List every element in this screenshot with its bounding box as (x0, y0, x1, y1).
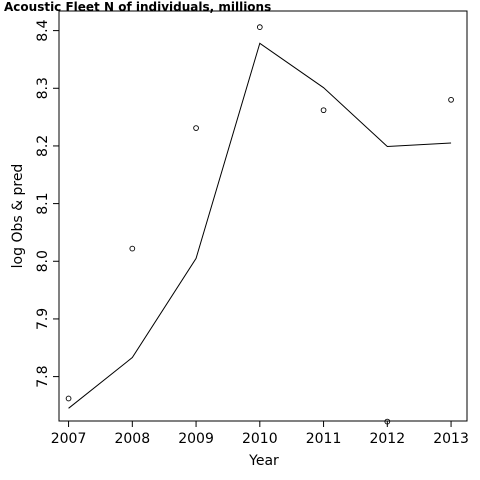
observed-point-2008 (129, 245, 136, 252)
x-tick-label: 2011 (306, 431, 342, 447)
y-tick-label: 8.4 (35, 19, 51, 41)
x-tick-label: 2013 (433, 431, 469, 447)
observed-point-2011 (320, 107, 327, 114)
y-axis: 7.8 7.9 8.0 8.1 8.2 8.3 8.4 (35, 19, 59, 388)
y-tick-label: 7.9 (35, 308, 51, 330)
x-tick-label: 2010 (242, 431, 278, 447)
y-tick-label: 8.3 (35, 77, 51, 99)
predicted-line (68, 42, 452, 409)
series-layer (65, 24, 454, 425)
observed-point-2010 (256, 24, 263, 30)
x-tick-label: 2009 (178, 431, 214, 447)
x-axis-label: Year (248, 453, 279, 469)
plot-frame (58, 10, 468, 422)
x-tick-label: 2008 (114, 431, 150, 447)
observed-point-2012 (384, 418, 391, 425)
chart-title: Acoustic Fleet N of individuals, million… (4, 0, 271, 14)
observed-point-2007 (65, 395, 72, 402)
x-axis: 2007 2008 2009 2010 2011 2012 2013 (51, 421, 469, 447)
observed-point-2009 (193, 125, 199, 131)
y-tick-label: 7.8 (35, 365, 51, 387)
y-tick-label: 8.2 (35, 135, 51, 157)
x-tick-label: 2012 (369, 431, 405, 447)
observed-point-2013 (448, 96, 454, 103)
y-tick-label: 8.1 (35, 192, 51, 214)
y-axis-label: log Obs & pred (10, 164, 26, 269)
y-tick-label: 8.0 (35, 250, 51, 272)
x-tick-label: 2007 (51, 431, 87, 447)
